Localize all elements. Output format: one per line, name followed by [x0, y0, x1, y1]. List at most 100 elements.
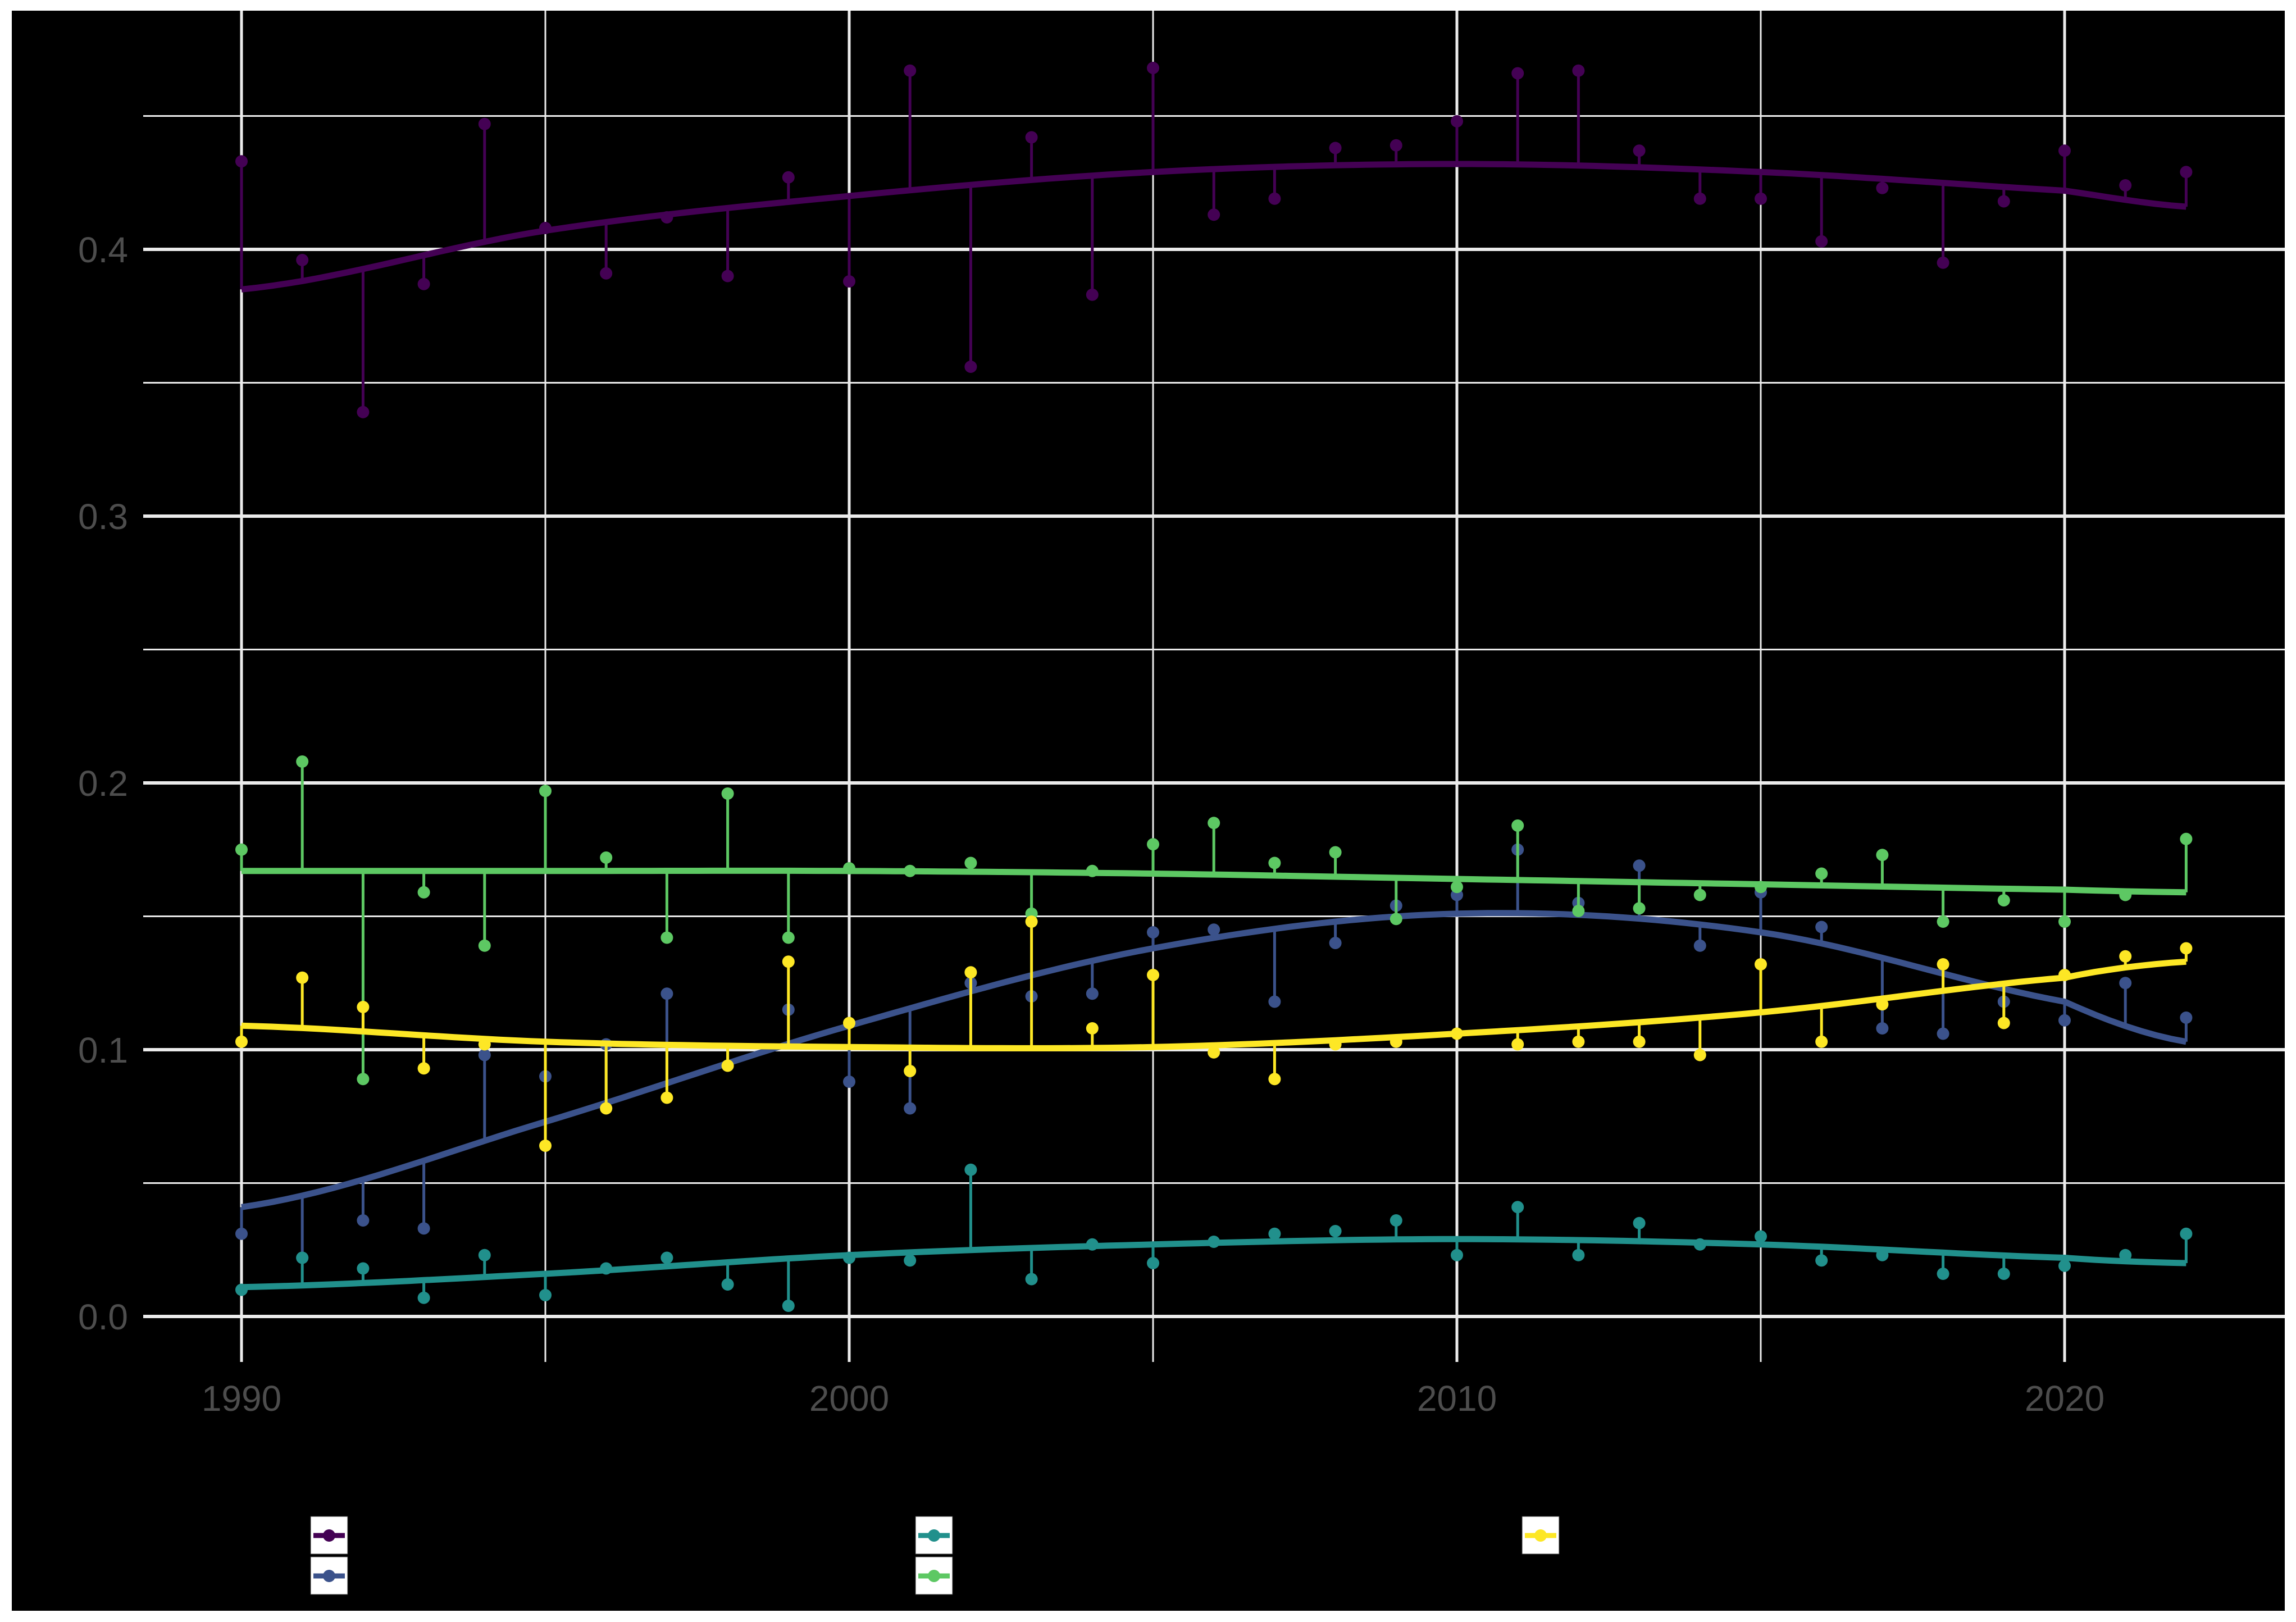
data-point	[1268, 1073, 1281, 1086]
data-point	[357, 406, 370, 418]
data-point	[964, 856, 977, 869]
data-point	[2180, 942, 2193, 955]
data-point	[1208, 817, 1220, 830]
data-point	[2058, 1014, 2071, 1027]
data-point	[235, 1283, 248, 1296]
data-point	[782, 171, 795, 184]
plot-background	[12, 11, 2285, 1611]
minor-gridlines	[143, 11, 2285, 1362]
data-point	[1329, 1038, 1342, 1051]
data-point	[1390, 139, 1402, 152]
data-point	[904, 1102, 917, 1115]
data-point	[2119, 950, 2132, 963]
legend-item	[310, 1516, 348, 1555]
data-point	[1329, 1225, 1342, 1237]
data-point	[1937, 915, 1949, 928]
data-point	[721, 1059, 734, 1072]
data-point	[660, 211, 673, 224]
data-point	[2119, 179, 2132, 192]
y-tick-label: 0.2	[78, 763, 128, 804]
series-2	[235, 1163, 2193, 1312]
data-point	[1329, 846, 1342, 859]
data-point	[1147, 62, 1159, 74]
data-point	[1147, 969, 1159, 981]
y-axis-tick-labels: 0.0 0.1 0.2 0.3 0.4	[78, 230, 128, 1337]
legend-key-point	[323, 1529, 335, 1542]
data-point	[296, 755, 309, 768]
data-point	[1937, 958, 1949, 971]
data-point	[2058, 915, 2071, 928]
data-point	[1451, 1027, 1463, 1040]
data-point	[1815, 867, 1828, 880]
fit-line	[242, 867, 2186, 896]
data-point	[1329, 937, 1342, 949]
x-tick-label: 2020	[2025, 1378, 2104, 1419]
data-point	[843, 862, 855, 874]
data-point	[296, 971, 309, 984]
data-point	[1693, 889, 1706, 901]
x-axis-tick-labels: 1990 2000 2010 2020	[202, 1378, 2104, 1419]
data-point	[1086, 288, 1099, 301]
data-point	[2180, 832, 2193, 845]
series-3	[235, 755, 2193, 1086]
data-point	[843, 1251, 855, 1264]
data-point	[904, 64, 917, 77]
data-point	[843, 1017, 855, 1029]
data-point	[2180, 1012, 2193, 1024]
data-point	[1572, 905, 1585, 917]
data-point	[539, 1289, 552, 1301]
data-point	[1208, 1236, 1220, 1248]
data-point	[1147, 1257, 1159, 1269]
data-point	[1268, 995, 1281, 1008]
data-point	[1755, 958, 1767, 971]
data-point	[1329, 142, 1342, 154]
fit-line	[241, 958, 2186, 1051]
data-point	[235, 1035, 248, 1048]
legend-item	[1521, 1516, 1560, 1555]
data-point	[417, 886, 430, 899]
data-point	[660, 931, 673, 944]
data-point	[1693, 939, 1706, 952]
data-point	[1815, 921, 1828, 933]
data-point	[2058, 969, 2071, 981]
data-point	[357, 1214, 370, 1227]
fit-line	[241, 161, 2186, 293]
data-point	[1693, 1049, 1706, 1061]
data-point	[721, 1278, 734, 1291]
data-point	[600, 1262, 613, 1275]
legend-item	[310, 1556, 348, 1595]
data-point	[782, 931, 795, 944]
legend-item	[915, 1556, 953, 1595]
legend-key-point	[928, 1529, 940, 1542]
data-point	[1937, 1268, 1949, 1280]
data-point	[1876, 849, 1889, 862]
data-point	[1997, 894, 2010, 906]
data-point	[539, 222, 552, 234]
data-point	[1633, 859, 1646, 872]
data-point	[1025, 915, 1038, 928]
data-point	[904, 1065, 917, 1077]
data-point	[2180, 1227, 2193, 1240]
data-point	[235, 843, 248, 856]
data-point	[2058, 144, 2071, 157]
data-point	[1633, 1035, 1646, 1048]
data-point	[2058, 1259, 2071, 1272]
data-point	[1208, 923, 1220, 936]
legend-item	[915, 1516, 953, 1555]
data-point	[1025, 1273, 1038, 1286]
data-point	[721, 787, 734, 800]
data-point	[478, 1249, 491, 1261]
data-point	[1390, 1035, 1402, 1048]
data-point	[600, 851, 613, 864]
data-point	[1693, 192, 1706, 205]
data-point	[1451, 881, 1463, 894]
data-point	[1208, 1046, 1220, 1059]
data-point	[1997, 1268, 2010, 1280]
data-point	[478, 1038, 491, 1051]
x-tick-label: 2000	[809, 1378, 889, 1419]
legend-key-point	[323, 1570, 335, 1582]
data-point	[1876, 998, 1889, 1011]
data-point	[1511, 1201, 1524, 1214]
data-point	[964, 1163, 977, 1176]
